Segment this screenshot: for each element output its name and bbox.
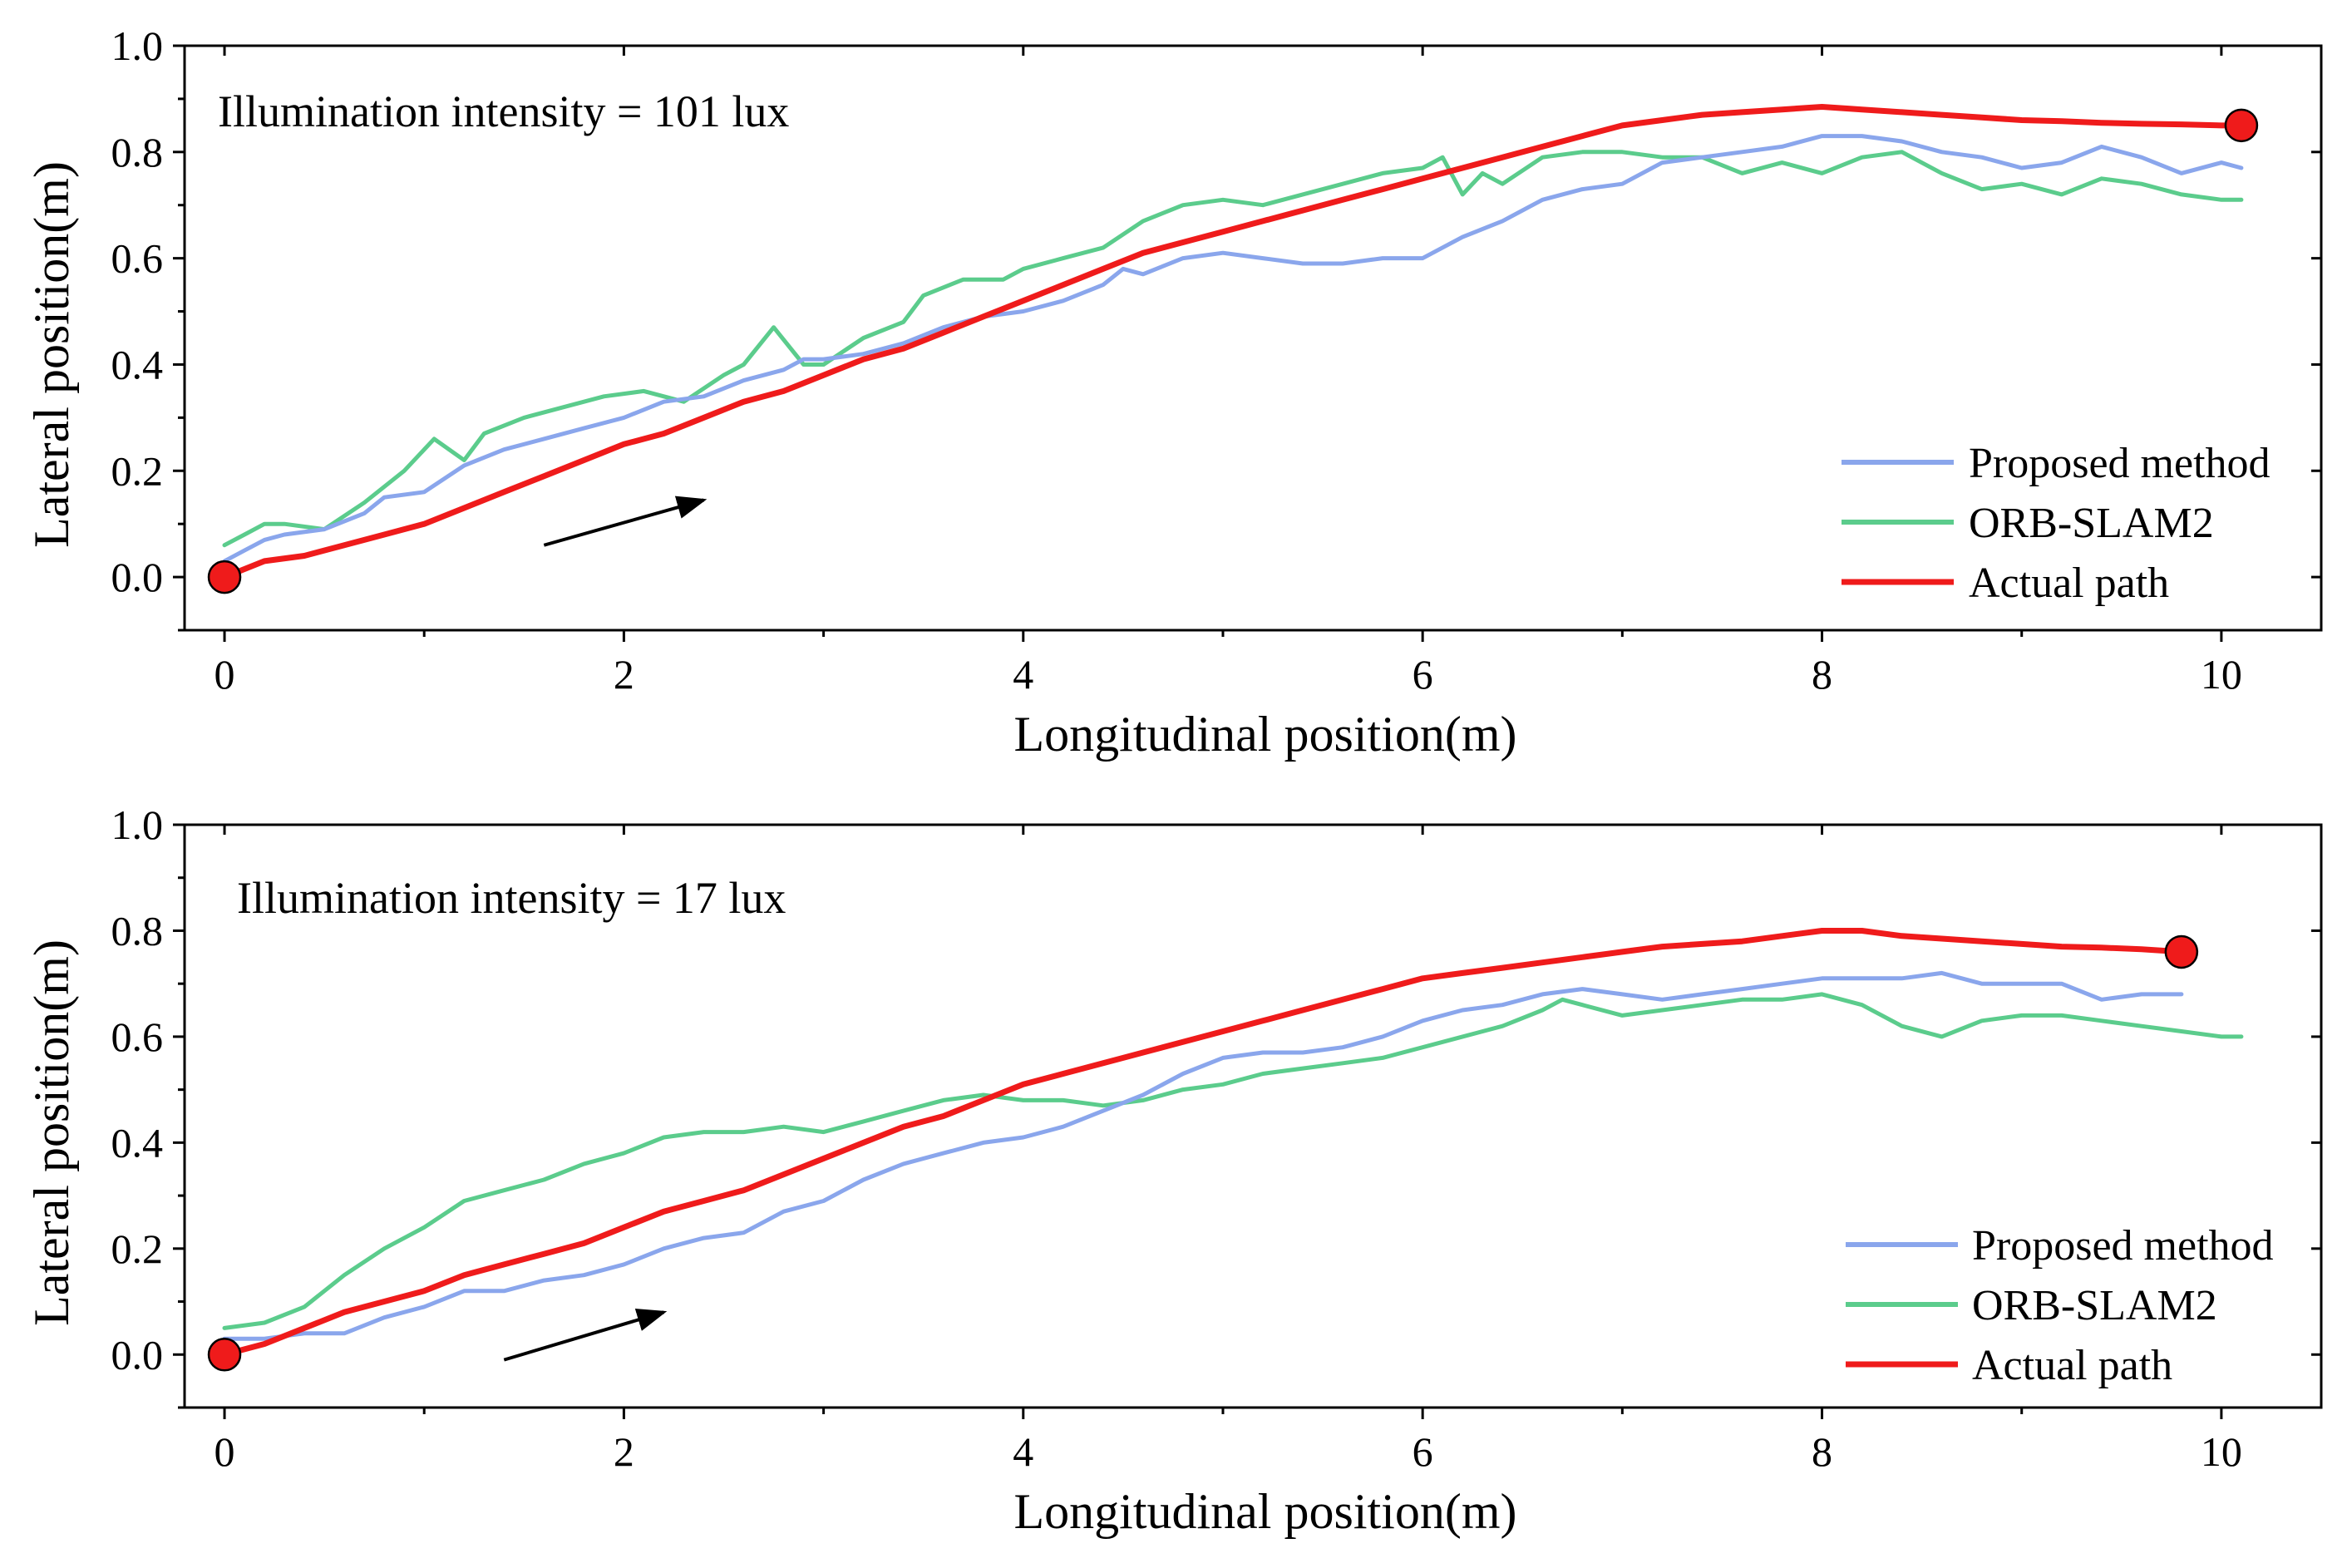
y-tick-labels: 0.0 0.2 0.4 0.6 0.8 1.0 [111, 22, 164, 600]
series-line-orb [222, 992, 2244, 1330]
legend: Proposed method ORB-SLAM2 Actual path [1846, 1222, 2274, 1389]
end-marker [2164, 934, 2199, 969]
plot-frame [183, 823, 2323, 1409]
y-tick-label: 0.0 [111, 554, 164, 600]
legend-label-proposed: Proposed method [1972, 1222, 2274, 1270]
y-tick-label: 0.6 [111, 1013, 164, 1060]
legend: Proposed method ORB-SLAM2 Actual path [1842, 440, 2271, 607]
y-tick-labels: 0.0 0.2 0.4 0.6 0.8 1.0 [111, 801, 164, 1378]
x-tick-label: 10 [2201, 651, 2242, 698]
legend-label-proposed: Proposed method [1969, 440, 2271, 487]
y-tick-label: 0.8 [111, 129, 164, 175]
legend-label-actual: Actual path [1969, 560, 2169, 607]
x-tick-label: 4 [1013, 651, 1033, 698]
y-tick-label: 0.2 [111, 447, 164, 494]
y-tick-label: 1.0 [111, 22, 164, 69]
x-tick-label: 2 [614, 651, 634, 698]
panel-bottom: Illumination intensity = 17 lux Longitud… [24, 801, 2323, 1539]
series-lines [207, 928, 2244, 1372]
series-line-proposed [222, 134, 2244, 564]
legend-label-orb: ORB-SLAM2 [1972, 1282, 2217, 1329]
series-line-proposed [222, 970, 2184, 1341]
series-line-orb [222, 150, 2244, 548]
y-axis-title: Lateral position(m) [24, 939, 79, 1326]
direction-arrow [543, 496, 708, 547]
series-line-actual [221, 928, 2185, 1358]
y-tick-label: 0.6 [111, 235, 164, 282]
panel-top: Illumination intensity = 101 lux Longitu… [24, 22, 2323, 762]
annotation-text: Illumination intensity = 17 lux [237, 873, 786, 923]
series-line-actual [221, 104, 2245, 580]
direction-arrow [503, 1309, 668, 1362]
y-tick-label: 0.2 [111, 1225, 164, 1272]
x-tick-label: 0 [214, 1428, 235, 1475]
x-tick-label: 4 [1013, 1428, 1033, 1475]
end-marker [2224, 108, 2259, 143]
x-tick-label: 0 [214, 651, 235, 698]
x-tick-labels: 0 2 4 6 8 10 [214, 651, 2242, 698]
legend-label-orb: ORB-SLAM2 [1969, 500, 2214, 547]
x-tick-label: 6 [1413, 1428, 1433, 1475]
legend-label-actual: Actual path [1972, 1342, 2172, 1389]
series-lines [207, 104, 2259, 594]
axis-ticks [173, 823, 2321, 1419]
x-tick-label: 10 [2201, 1428, 2242, 1475]
y-tick-label: 0.4 [111, 341, 164, 387]
x-tick-label: 6 [1413, 651, 1433, 698]
start-marker [207, 1338, 242, 1372]
y-tick-label: 0.0 [111, 1331, 164, 1378]
x-tick-label: 8 [1812, 651, 1832, 698]
y-tick-label: 1.0 [111, 801, 164, 848]
x-tick-label: 2 [614, 1428, 634, 1475]
x-axis-title: Longitudinal position(m) [1014, 1484, 1517, 1539]
axis-ticks [173, 44, 2321, 642]
x-tick-label: 8 [1812, 1428, 1832, 1475]
y-axis-title: Lateral position(m) [24, 161, 79, 548]
plot-frame [183, 44, 2323, 632]
x-tick-labels: 0 2 4 6 8 10 [214, 1428, 2242, 1475]
annotation-text: Illumination intensity = 101 lux [218, 86, 789, 136]
x-axis-title: Longitudinal position(m) [1014, 707, 1517, 762]
y-tick-label: 0.4 [111, 1119, 164, 1166]
y-tick-label: 0.8 [111, 907, 164, 954]
start-marker [207, 560, 242, 594]
